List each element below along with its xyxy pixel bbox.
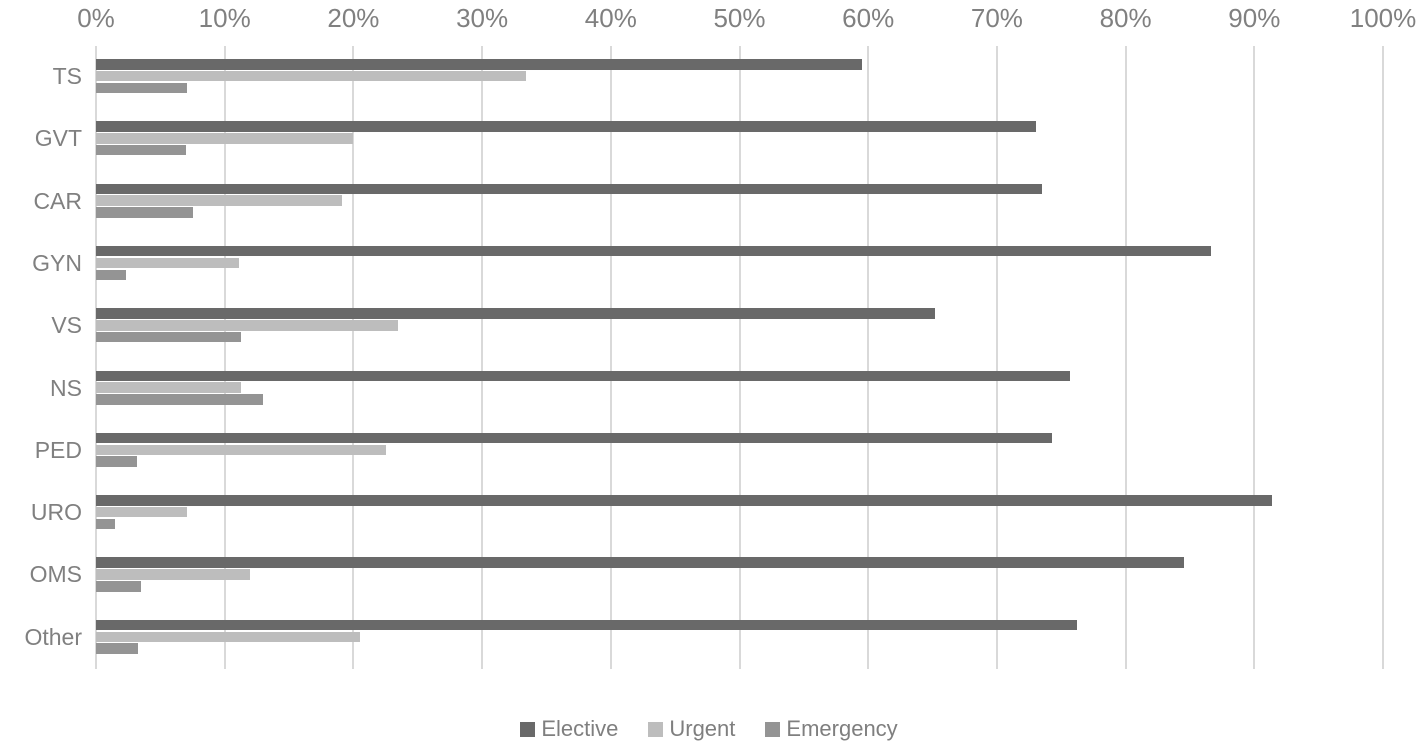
bar-emergency-vs	[96, 331, 242, 343]
gridline	[738, 46, 741, 669]
category-label-other: Other	[24, 623, 82, 650]
bar-emergency-oms	[96, 581, 142, 592]
legend-item-elective: Elective	[520, 716, 618, 742]
bar-emergency-uro	[96, 518, 116, 530]
legend-swatch-icon	[648, 721, 664, 737]
gridline	[352, 46, 355, 669]
gridline	[995, 46, 998, 669]
x-tick-label: 90%	[1228, 3, 1281, 33]
bar-urgent-other	[96, 631, 360, 643]
gridline	[1382, 46, 1384, 669]
x-tick-label: 20%	[327, 3, 380, 33]
category-label-oms: OMS	[29, 561, 82, 588]
x-tick-label: 50%	[713, 3, 766, 33]
gridline	[867, 46, 870, 669]
bar-urgent-oms	[96, 569, 251, 580]
category-label-gyn: GYN	[32, 249, 82, 276]
x-axis: 0% 10% 20% 30% 40% 50% 60% 70% 80% 90% 100%	[77, 2, 1416, 36]
category-label-car: CAR	[33, 187, 82, 214]
gridline	[95, 46, 97, 669]
gridline	[1124, 46, 1127, 669]
bar-elective-ns	[96, 370, 1071, 382]
bar-elective-oms	[96, 557, 1184, 568]
category-label-ts: TS	[52, 63, 82, 89]
bar-urgent-ts	[96, 70, 526, 82]
bar-urgent-ped	[96, 444, 386, 456]
x-tick-label: 100%	[1349, 3, 1417, 33]
legend-label: Urgent	[669, 716, 736, 741]
bar-elective-vs	[96, 308, 936, 319]
bar-urgent-gyn	[96, 257, 239, 269]
bar-emergency-other	[96, 643, 139, 654]
legend-label: Elective	[541, 716, 619, 741]
x-tick-label: 30%	[456, 3, 509, 33]
bar-elective-ts	[96, 59, 862, 70]
legend-swatch-icon	[765, 721, 781, 737]
bar-elective-car	[96, 183, 1042, 195]
bar-emergency-ped	[96, 456, 138, 467]
x-tick-label: 10%	[198, 3, 251, 33]
gridline	[1253, 46, 1256, 669]
bar-elective-ped	[96, 432, 1053, 444]
category-label-ped: PED	[34, 436, 82, 463]
bar-urgent-ns	[96, 382, 242, 393]
category-label-uro: URO	[30, 499, 82, 526]
legend-swatch-icon	[520, 721, 536, 737]
gridline	[609, 46, 612, 669]
gridline	[223, 46, 226, 669]
gridline	[481, 46, 484, 669]
x-tick-label: 40%	[584, 3, 637, 33]
bar-emergency-car	[96, 207, 193, 218]
x-tick-label: 70%	[970, 3, 1023, 33]
bar-urgent-car	[96, 195, 342, 206]
bar-urgent-vs	[96, 320, 399, 331]
bar-elective-gyn	[96, 245, 1211, 257]
legend: Elective Urgent Emergency	[0, 714, 1418, 744]
y-axis: TS GVT CAR GYN VS NS PED URO OMS Other	[0, 46, 88, 669]
category-label-ns: NS	[50, 374, 82, 401]
bar-emergency-ns	[96, 394, 264, 405]
bar-emergency-ts	[96, 82, 188, 94]
legend-label: Emergency	[786, 716, 898, 741]
bar-urgent-gvt	[96, 133, 354, 144]
bar-elective-gvt	[96, 121, 1036, 132]
bar-elective-other	[96, 619, 1077, 631]
bar-emergency-gvt	[96, 144, 187, 156]
x-tick-label: 0%	[77, 3, 115, 33]
category-label-gvt: GVT	[34, 125, 82, 152]
bar-elective-uro	[96, 495, 1273, 506]
category-label-vs: VS	[51, 312, 82, 339]
bar-emergency-gyn	[96, 269, 126, 281]
plot-area	[95, 46, 1384, 669]
x-tick-label: 80%	[1099, 3, 1152, 33]
bar-urgent-uro	[96, 506, 188, 518]
legend-item-emergency: Emergency	[765, 716, 898, 742]
legend-item-urgent: Urgent	[648, 716, 735, 742]
x-tick-label: 60%	[842, 3, 895, 33]
